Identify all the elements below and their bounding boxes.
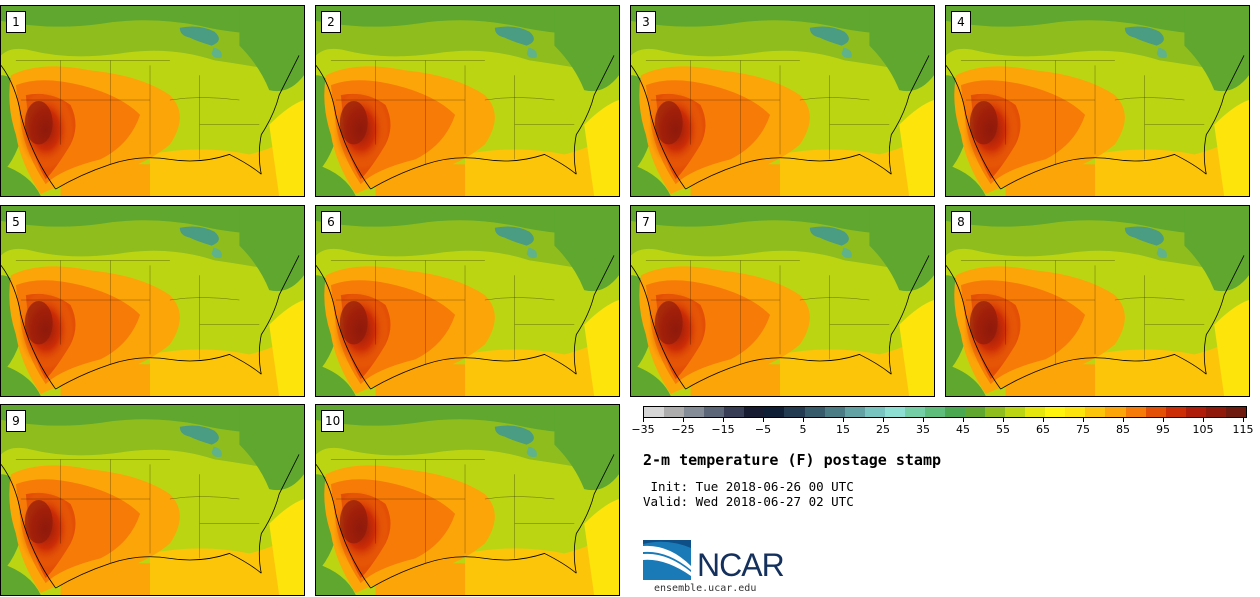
colorbar-cell [944, 407, 965, 417]
member-map-3: 3 [630, 5, 935, 197]
colorbar-tick-label: −5 [754, 423, 772, 436]
colorbar-cell [764, 407, 785, 417]
member-map-1: 1 [0, 5, 305, 197]
member-number-label: 6 [321, 211, 341, 233]
colorbar-tick [1083, 418, 1084, 422]
member-map-7: 7 [630, 205, 935, 397]
colorbar-tick [763, 418, 764, 422]
colorbar-cell [684, 407, 705, 417]
colorbar-cell [1105, 407, 1126, 417]
member-map-9: 9 [0, 404, 305, 596]
colorbar-tick-label: −35 [631, 423, 655, 436]
colorbar-tick-label: 25 [876, 423, 890, 436]
colorbar-cell [1225, 407, 1246, 417]
member-map-10: 10 [315, 404, 620, 596]
colorbar-cell [664, 407, 685, 417]
colorbar-cell [724, 407, 745, 417]
colorbar-cell [985, 407, 1006, 417]
colorbar-tick [923, 418, 924, 422]
colorbar-cell [1165, 407, 1186, 417]
colorbar-tick [803, 418, 804, 422]
colorbar-tick [1163, 418, 1164, 422]
member-map-8: 8 [945, 205, 1250, 397]
colorbar-cell [1045, 407, 1066, 417]
colorbar-tick-label: 75 [1076, 423, 1090, 436]
member-map-5: 5 [0, 205, 305, 397]
colorbar-cell [1145, 407, 1166, 417]
colorbar-cell [1025, 407, 1046, 417]
site-url: ensemble.ucar.edu [654, 583, 757, 594]
colorbar-tick-label: 5 [799, 423, 807, 436]
colorbar-cell [1065, 407, 1086, 417]
colorbar-tick [683, 418, 684, 422]
colorbar-tick-label: 105 [1192, 423, 1214, 436]
colorbar-tick-label: 65 [1036, 423, 1050, 436]
colorbar-cell [744, 407, 765, 417]
colorbar-tick-label: 95 [1156, 423, 1170, 436]
colorbar-cell [864, 407, 885, 417]
valid-time: Valid: Wed 2018-06-27 02 UTC [643, 494, 854, 509]
colorbar-tick [963, 418, 964, 422]
colorbar-tick-label: 55 [996, 423, 1010, 436]
colorbar-tick-label: −15 [711, 423, 735, 436]
colorbar-tick-label: 45 [956, 423, 970, 436]
colorbar-cell [1125, 407, 1146, 417]
member-number-label: 9 [6, 410, 26, 432]
colorbar-cell [965, 407, 986, 417]
colorbar-tick [1203, 418, 1204, 422]
colorbar-tick-label: −25 [671, 423, 695, 436]
member-map-6: 6 [315, 205, 620, 397]
colorbar-tick [1243, 418, 1244, 422]
colorbar-cell [904, 407, 925, 417]
member-number-label: 3 [636, 11, 656, 33]
colorbar-tick-labels: −35 −25 −15 −5 5 15 25 35 45 55 65 75 85 95 105 115 [631, 418, 1254, 438]
member-map-2: 2 [315, 5, 620, 197]
ncar-logo-text: NCAR [697, 547, 785, 583]
member-number-label: 4 [951, 11, 971, 33]
temperature-colorbar [643, 406, 1247, 418]
member-number-label: 1 [6, 11, 26, 33]
member-number-label: 7 [636, 211, 656, 233]
colorbar-cell [644, 407, 665, 417]
member-number-label: 2 [321, 11, 341, 33]
colorbar-tick [1003, 418, 1004, 422]
colorbar-cell [824, 407, 845, 417]
ncar-logo-icon [643, 540, 691, 580]
colorbar-tick [883, 418, 884, 422]
member-number-label: 5 [6, 211, 26, 233]
colorbar-tick-label: 85 [1116, 423, 1130, 436]
member-number-label: 8 [951, 211, 971, 233]
init-time: Init: Tue 2018-06-26 00 UTC [643, 479, 854, 494]
colorbar-tick [1123, 418, 1124, 422]
colorbar-cell [924, 407, 945, 417]
colorbar-tick-label: 115 [1232, 423, 1254, 436]
colorbar-tick-label: 35 [916, 423, 930, 436]
colorbar-tick [1043, 418, 1044, 422]
colorbar-cell [884, 407, 905, 417]
colorbar-cell [1005, 407, 1026, 417]
product-title: 2-m temperature (F) postage stamp [643, 451, 942, 469]
colorbar-tick [843, 418, 844, 422]
member-number-label: 10 [321, 410, 345, 432]
colorbar-tick [643, 418, 644, 422]
colorbar-cell [804, 407, 825, 417]
colorbar-cell [1205, 407, 1226, 417]
colorbar-tick [723, 418, 724, 422]
colorbar-cell [704, 407, 725, 417]
colorbar-cell [1085, 407, 1106, 417]
colorbar-cell [784, 407, 805, 417]
colorbar-cell [844, 407, 865, 417]
colorbar-tick-label: 15 [836, 423, 850, 436]
member-map-4: 4 [945, 5, 1250, 197]
colorbar-cell [1185, 407, 1206, 417]
